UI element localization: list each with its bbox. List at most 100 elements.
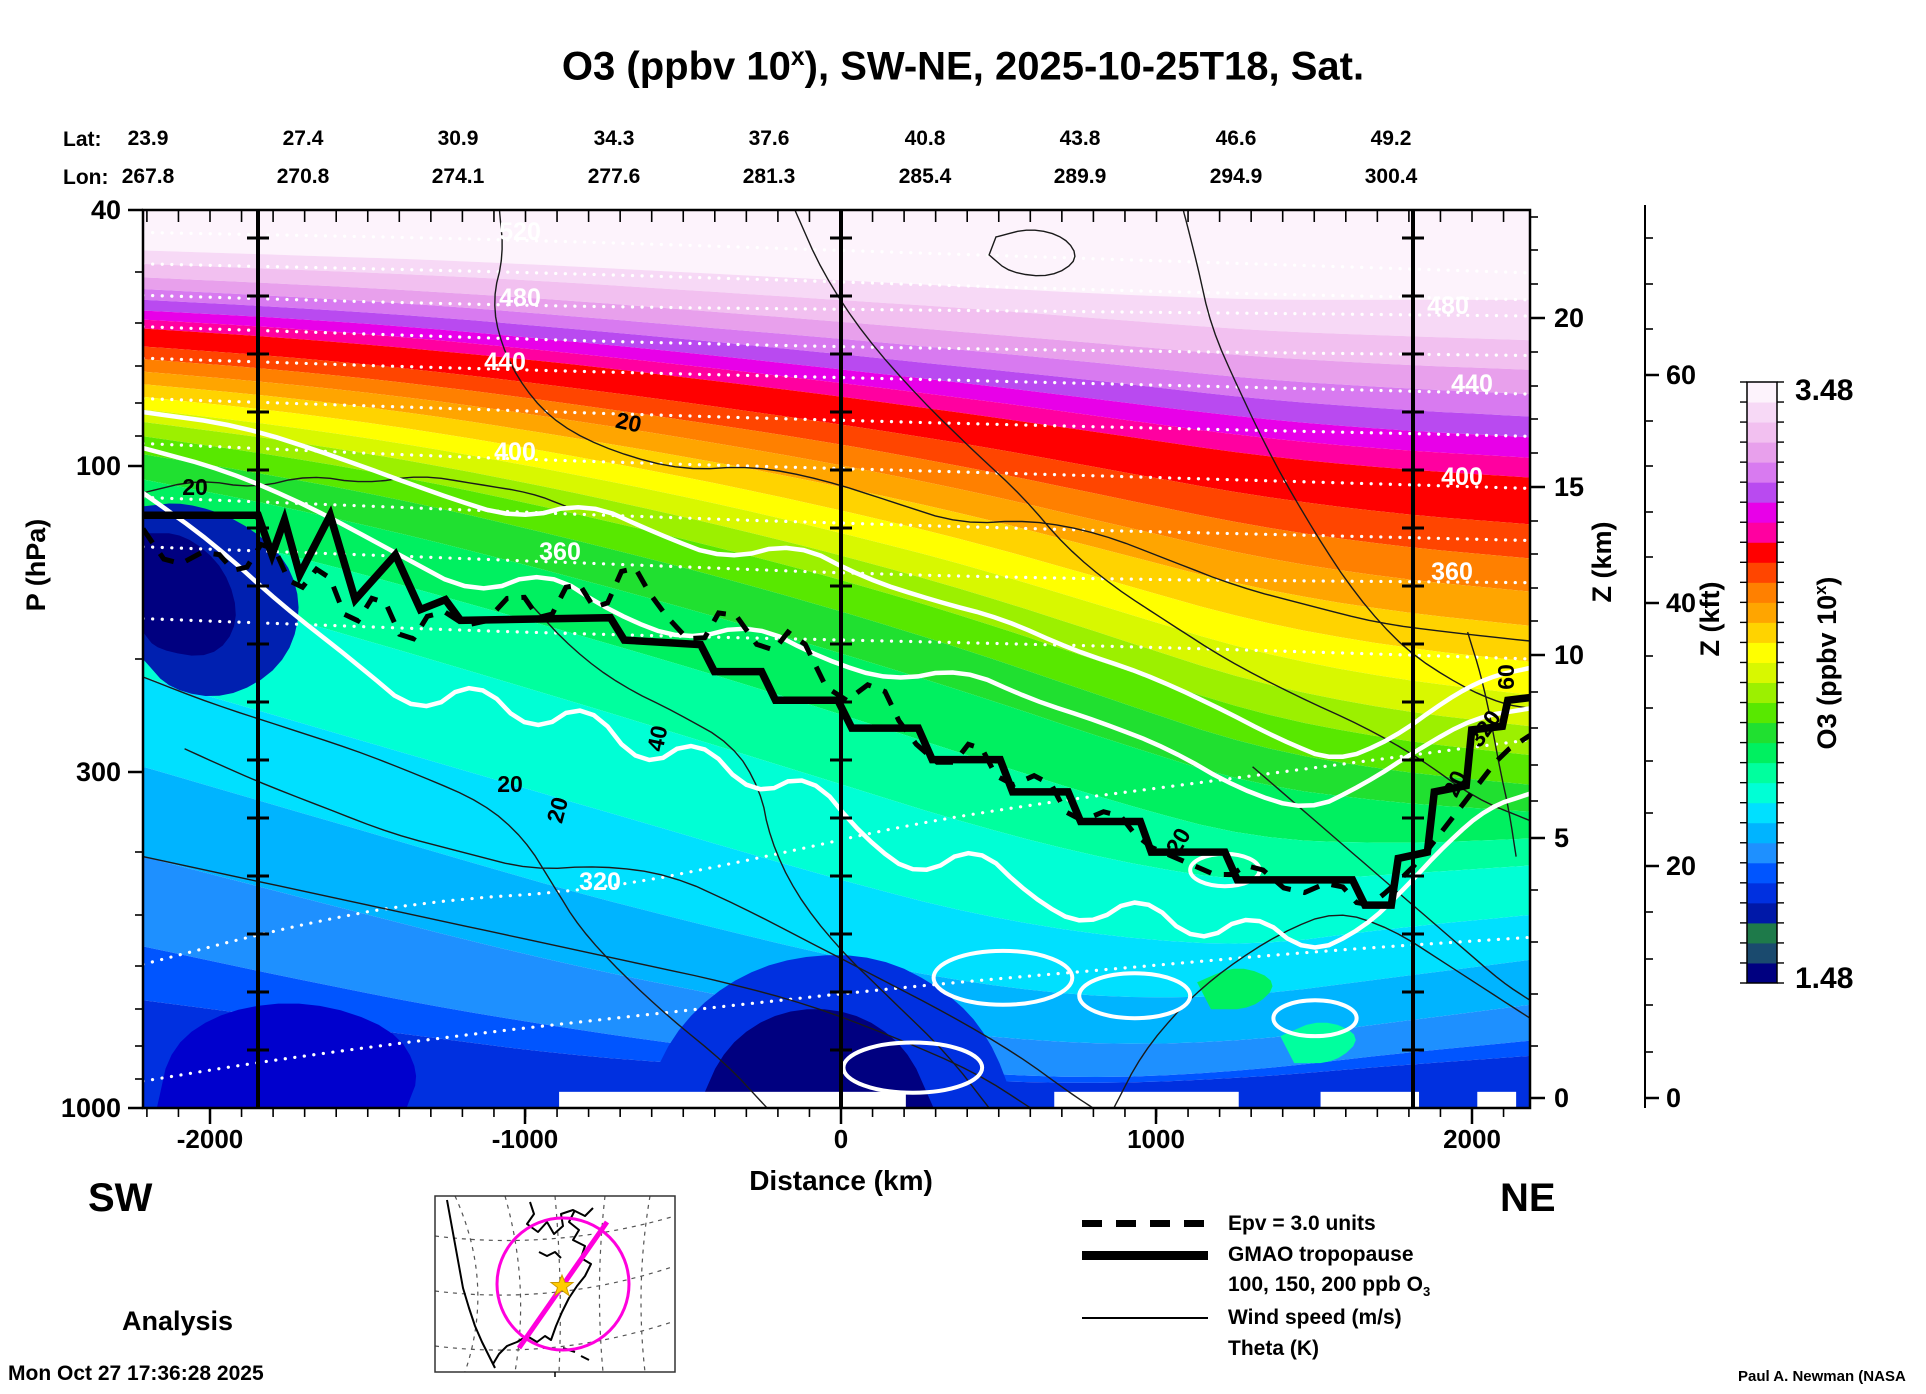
pressure-tick-label: 40 xyxy=(91,195,121,225)
o3-contour-loop xyxy=(1271,998,1359,1039)
theta-contour xyxy=(143,230,1530,275)
o3-band xyxy=(143,371,1530,626)
colorbar-segment xyxy=(1747,542,1777,563)
o3-contour xyxy=(143,409,1530,759)
tropopause-line-sample xyxy=(1082,1250,1208,1260)
wind-contour-loop xyxy=(988,229,1076,277)
map-graticule xyxy=(504,1196,522,1372)
surface-gap xyxy=(559,1091,906,1108)
lat-value: 27.4 xyxy=(283,127,324,150)
lon-value: 294.9 xyxy=(1210,165,1263,188)
colorbar-segment xyxy=(1747,902,1777,924)
contour-label: 400 xyxy=(494,438,536,466)
lat-value: 40.8 xyxy=(905,127,946,150)
zkft-tick-label: 40 xyxy=(1666,588,1696,618)
epv-line xyxy=(143,527,1530,908)
o3-band xyxy=(143,277,1530,395)
colorbar-segment xyxy=(1747,882,1777,904)
contour-label: 60 xyxy=(1493,664,1519,690)
colorbar-max-value: 3.48 xyxy=(1795,374,1854,407)
colorbar-segment xyxy=(1747,842,1777,864)
analysis-label: Analysis xyxy=(122,1306,234,1336)
zkm-tick-label: 20 xyxy=(1554,303,1584,333)
o3-band xyxy=(143,396,1530,695)
legend-item-epv: Epv = 3.0 units xyxy=(1082,1209,1470,1239)
colorbar-border xyxy=(1746,381,1778,984)
colorbar-segment xyxy=(1747,722,1777,744)
colorbar-title-wrap: O3 (ppbv 10x) xyxy=(1811,533,1845,793)
o3-band xyxy=(143,946,1530,1083)
contour-label: 520 xyxy=(499,218,541,246)
zkft-axis-title: Z (kft) xyxy=(1695,581,1725,657)
theta-line-sample xyxy=(1082,1347,1208,1352)
legend-item-tropopause: GMAO tropopause xyxy=(1082,1240,1470,1270)
pressure-tick-label: 1000 xyxy=(61,1093,121,1123)
lon-value: 300.4 xyxy=(1365,165,1418,188)
o3-contour xyxy=(143,445,1530,809)
colorbar-segment xyxy=(1747,622,1777,643)
o3-contour-line-sample xyxy=(1082,1282,1208,1290)
colorbar-segment xyxy=(1747,822,1777,844)
o3-band xyxy=(143,328,1530,525)
o3-band xyxy=(143,384,1530,662)
x-axis-tick-label: -2000 xyxy=(177,1124,244,1154)
colorbar-segment xyxy=(1747,562,1777,583)
legend-label: GMAO tropopause xyxy=(1228,1243,1414,1267)
credit: Paul A. Newman (NASA xyxy=(1738,1368,1906,1385)
lon-value: 274.1 xyxy=(432,165,485,188)
title-prefix: O3 (ppbv 10 xyxy=(561,44,791,89)
colorbar-segment xyxy=(1747,662,1777,683)
wind-contour xyxy=(494,210,1530,642)
colorbar-segment xyxy=(1747,762,1777,784)
lat-value: 23.9 xyxy=(128,127,169,150)
field-blob xyxy=(156,1003,417,1108)
lat-value: 34.3 xyxy=(594,127,635,150)
title-suffix: ), SW-NE, 2025-10-25T18, Sat. xyxy=(804,44,1365,89)
colorbar xyxy=(1740,381,1784,984)
lon-value: 277.6 xyxy=(588,165,641,188)
legend-item-wind: Wind speed (m/s) xyxy=(1082,1303,1470,1333)
o3-contour xyxy=(143,491,1530,950)
contour-label: 20 xyxy=(497,771,523,797)
colorbar-segment xyxy=(1747,802,1777,824)
colorbar-segment xyxy=(1747,382,1777,403)
map-graticule xyxy=(435,1215,675,1242)
theta-contour xyxy=(143,935,1530,1083)
ne-endpoint-label: NE xyxy=(1500,1176,1556,1220)
lat-value: 37.6 xyxy=(749,127,790,150)
lat-value: 43.8 xyxy=(1060,127,1101,150)
colorbar-segment xyxy=(1747,402,1777,423)
lat-row-label: Lat: xyxy=(63,128,102,151)
colorbar-segment xyxy=(1747,742,1777,764)
colorbar-segment xyxy=(1747,942,1777,964)
contour-label: 360 xyxy=(1431,558,1473,586)
o3-band xyxy=(143,310,1530,458)
map-graticule xyxy=(598,1196,606,1372)
legend-item-o3-contours: 100, 150, 200 ppb O3 xyxy=(1082,1271,1470,1301)
map-graticule xyxy=(454,1196,479,1372)
o3-band xyxy=(143,436,1530,785)
wind-contour xyxy=(143,855,1032,1108)
colorbar-segment xyxy=(1747,962,1777,984)
map-location-star xyxy=(549,1273,575,1297)
x-axis-tick-label: -1000 xyxy=(492,1124,559,1154)
lon-value: 289.9 xyxy=(1054,165,1107,188)
contour-label: 20 xyxy=(182,474,208,500)
field-blob xyxy=(143,533,236,656)
legend-label: Theta (K) xyxy=(1228,1337,1319,1361)
lon-value: 267.8 xyxy=(122,165,175,188)
colorbar-segment xyxy=(1747,782,1777,804)
wind-contour xyxy=(530,604,990,1108)
theta-contour xyxy=(143,293,1530,318)
o3-field: 5204804404003603204804404003602020202040… xyxy=(143,210,1530,1108)
o3-band xyxy=(143,454,1530,812)
pressure-axis-title: P (hPa) xyxy=(21,518,51,612)
colorbar-segment xyxy=(1747,462,1777,483)
colorbar-segment xyxy=(1747,862,1777,884)
contour-label: 20 xyxy=(613,407,643,438)
pressure-axis-title-wrap: P (hPa) xyxy=(21,435,55,695)
o3-band xyxy=(143,299,1530,438)
o3-band xyxy=(143,359,1530,592)
